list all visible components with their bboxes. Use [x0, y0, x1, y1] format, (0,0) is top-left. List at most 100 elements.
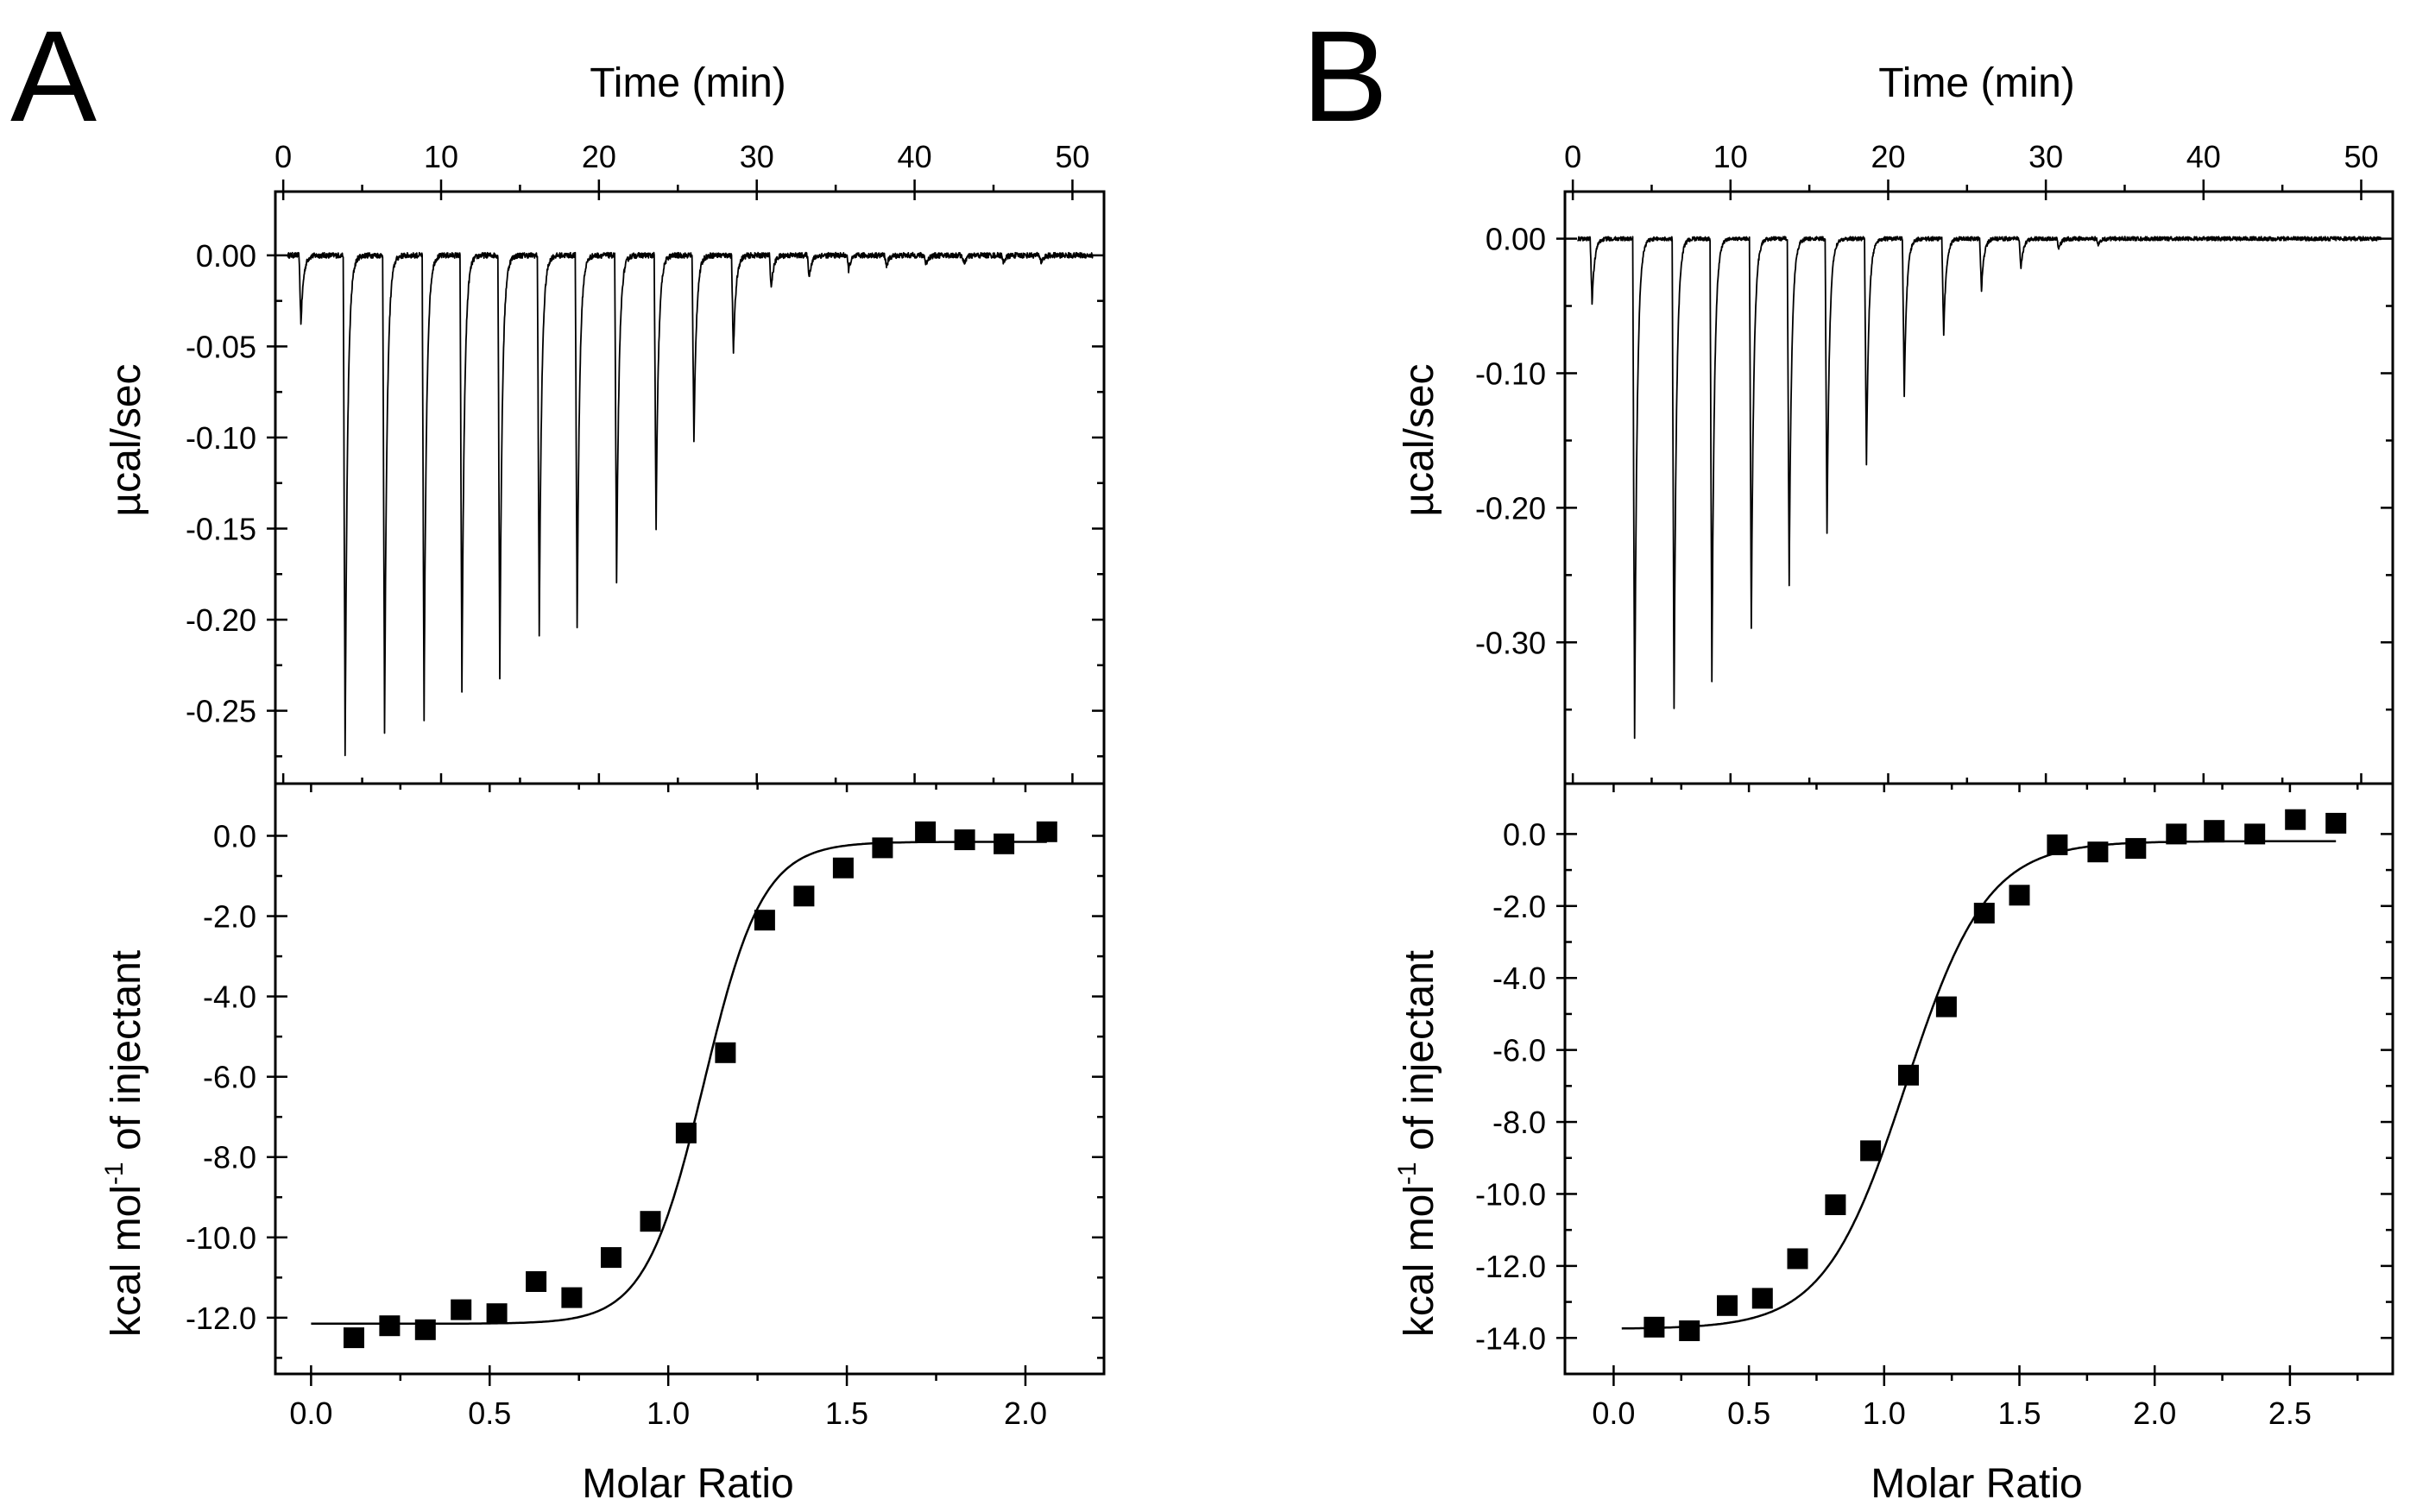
data-point [1679, 1320, 1700, 1341]
panel-a-fit-curve [311, 841, 1047, 1326]
panel-a-enthalpy-axis-title-exponent: -1 [100, 1162, 129, 1185]
data-point [832, 857, 854, 879]
data-point [2204, 820, 2225, 841]
time-tick-label: 0 [274, 139, 292, 174]
panel-a-power-axis-title: µcal/sec [104, 363, 149, 516]
ratio-tick-label: 1.5 [1997, 1395, 2041, 1431]
ratio-tick-label: 2.5 [2268, 1395, 2312, 1431]
panel-b-enthalpy-axis-title-rest: of injectant [1397, 950, 1442, 1162]
power-tick-label: -0.10 [1475, 356, 1546, 391]
panel-b-thermogram-frame [1563, 190, 2394, 785]
data-point [486, 1303, 508, 1325]
time-tick-label: 0 [1564, 139, 1581, 174]
power-tick-label: -0.25 [186, 694, 256, 729]
data-point [344, 1327, 364, 1349]
data-point [1860, 1140, 1882, 1162]
enthalpy-tick-label: 0.0 [1503, 816, 1546, 852]
enthalpy-tick-label: -2.0 [1492, 889, 1546, 924]
enthalpy-tick-label: -12.0 [186, 1301, 256, 1336]
ratio-tick-label: 1.0 [1863, 1395, 1906, 1431]
panel-b-thermogram-trace [1577, 236, 2382, 740]
panel-a: A Time (min) µcal/sec kcal mol-1 of inje… [10, 3, 1106, 1507]
data-point [2244, 823, 2266, 845]
panel-a-thermogram-plot: 0 10 20 30 40 50 0.00 -0.05 -0.10 -0.15 -0.20 -0.25 [186, 139, 1106, 785]
data-point [2009, 885, 2030, 906]
ratio-tick-label: 2.0 [1004, 1395, 1047, 1431]
panel-b-isotherm-frame [1563, 782, 2394, 1376]
data-point [561, 1287, 583, 1308]
panel-a-thermogram-trace [287, 251, 1094, 757]
time-tick-label: 30 [2028, 139, 2063, 174]
data-point [1787, 1248, 1808, 1269]
data-point [526, 1271, 547, 1292]
panel-b-isotherm-plot: 0.0 0.5 1.0 1.5 2.0 2.5 0.0 -2.0 -4.0 -6.0 -8.0 -10… [1475, 782, 2394, 1431]
time-tick-label: 40 [898, 139, 932, 174]
ratio-tick-label: 1.5 [825, 1395, 868, 1431]
ratio-tick-label: 0.5 [468, 1395, 511, 1431]
data-point [1643, 1316, 1665, 1338]
power-tick-label: -0.05 [186, 329, 256, 364]
ratio-tick-label: 0.0 [1592, 1395, 1635, 1431]
panel-a-time-axis-title: Time (min) [590, 60, 786, 106]
data-point [754, 910, 775, 931]
panel-a-enthalpy-axis-title-unit: kcal mol [104, 1185, 149, 1337]
panel-a-letter: A [10, 3, 97, 148]
panel-b: B Time (min) µcal/sec kcal mol-1 of inje… [1302, 3, 2394, 1507]
power-tick-label: -0.30 [1475, 625, 1546, 660]
panel-a-enthalpy-axis-title: kcal mol-1 of injectant [100, 950, 149, 1337]
power-tick-label: -0.20 [186, 602, 256, 638]
enthalpy-tick-label: -4.0 [1492, 961, 1546, 996]
data-point [994, 833, 1015, 854]
ratio-tick-label: 2.0 [2133, 1395, 2176, 1431]
data-point [2166, 823, 2187, 845]
data-point [1898, 1064, 1919, 1086]
ratio-tick-label: 0.0 [289, 1395, 332, 1431]
ratio-tick-label: 0.5 [1727, 1395, 1770, 1431]
panel-a-thermogram-frame [274, 190, 1106, 785]
panel-b-thermogram-plot: 0 10 20 30 40 50 0.00 -0.10 -0.20 -0.30 [1475, 139, 2394, 785]
enthalpy-tick-label: -4.0 [203, 980, 256, 1015]
data-point [1036, 821, 1057, 842]
time-tick-label: 30 [740, 139, 774, 174]
enthalpy-tick-label: 0.0 [213, 818, 256, 854]
data-point [2125, 838, 2147, 860]
power-tick-label: -0.15 [186, 511, 256, 546]
enthalpy-tick-label: -12.0 [1475, 1249, 1546, 1284]
power-tick-label: -0.20 [1475, 490, 1546, 526]
time-tick-label: 50 [2344, 139, 2378, 174]
data-point [715, 1042, 736, 1063]
data-point [1973, 903, 1995, 924]
panel-b-enthalpy-axis-title-unit: kcal mol [1397, 1185, 1442, 1337]
data-point [1751, 1288, 1773, 1309]
data-point [640, 1211, 661, 1232]
panel-b-time-axis-title: Time (min) [1878, 60, 2075, 106]
panel-b-enthalpy-axis-title: kcal mol-1 of injectant [1393, 950, 1442, 1337]
power-tick-label: 0.00 [1486, 222, 1546, 257]
data-point [2047, 834, 2068, 855]
panel-a-enthalpy-axis-title-rest: of injectant [104, 950, 149, 1162]
power-tick-label: -0.10 [186, 420, 256, 456]
data-point [675, 1122, 697, 1143]
time-tick-label: 20 [582, 139, 616, 174]
panel-b-enthalpy-axis-title-exponent: -1 [1393, 1162, 1422, 1185]
enthalpy-tick-label: -10.0 [1475, 1176, 1546, 1212]
enthalpy-tick-label: -2.0 [203, 899, 256, 935]
panel-a-isotherm-plot: 0.0 0.5 1.0 1.5 2.0 0.0 -2.0 -4.0 -6.0 -8.0 -10.0 -… [186, 782, 1106, 1431]
time-tick-label: 50 [1055, 139, 1089, 174]
panel-b-letter: B [1302, 3, 1388, 148]
enthalpy-tick-label: -10.0 [186, 1220, 256, 1256]
enthalpy-tick-label: -6.0 [203, 1060, 256, 1095]
data-point [1717, 1295, 1738, 1316]
panel-a-molar-ratio-axis-title: Molar Ratio [582, 1461, 793, 1507]
time-tick-label: 10 [1713, 139, 1748, 174]
data-point [2325, 812, 2347, 834]
data-point [915, 821, 937, 842]
data-point [1825, 1194, 1846, 1215]
data-point [872, 837, 893, 859]
data-point [2087, 841, 2109, 863]
time-tick-label: 40 [2186, 139, 2221, 174]
data-point [1935, 996, 1957, 1017]
ratio-tick-label: 1.0 [647, 1395, 690, 1431]
panel-a-isotherm-frame [274, 782, 1106, 1376]
